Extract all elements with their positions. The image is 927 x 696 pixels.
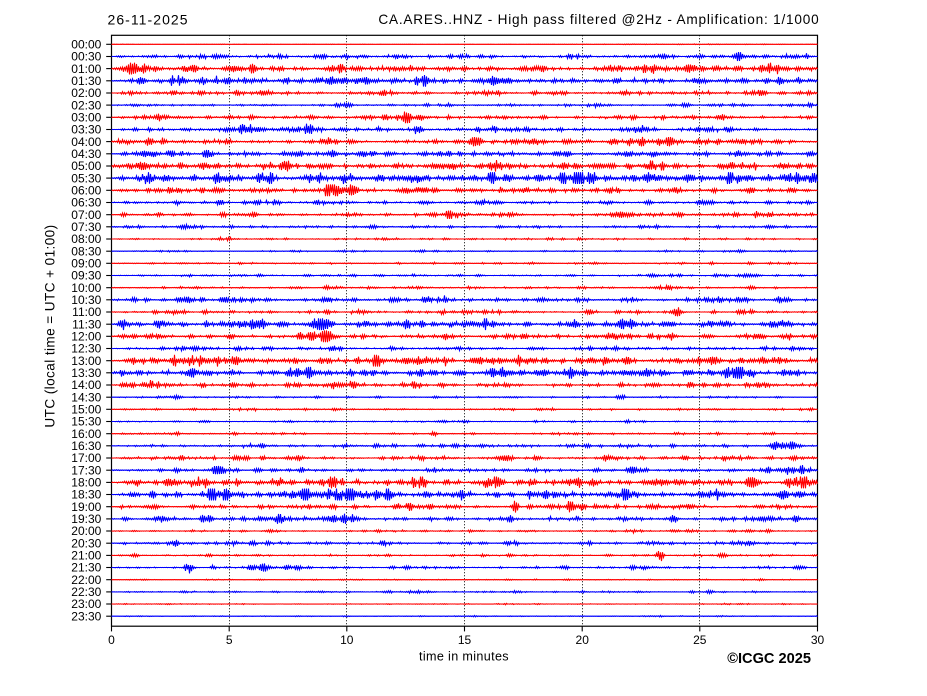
svg-text:15:30: 15:30 xyxy=(71,415,101,429)
svg-text:17:00: 17:00 xyxy=(71,451,101,465)
svg-text:11:00: 11:00 xyxy=(72,305,101,319)
svg-text:20: 20 xyxy=(576,633,590,647)
svg-text:time in minutes: time in minutes xyxy=(419,650,509,664)
svg-text:19:30: 19:30 xyxy=(71,512,101,526)
svg-text:18:00: 18:00 xyxy=(71,476,101,490)
svg-text:09:30: 09:30 xyxy=(71,269,101,283)
svg-text:13:00: 13:00 xyxy=(71,354,101,368)
svg-text:5: 5 xyxy=(226,633,233,647)
svg-text:21:00: 21:00 xyxy=(71,549,101,563)
svg-text:©ICGC 2025: ©ICGC 2025 xyxy=(727,651,811,667)
svg-text:01:30: 01:30 xyxy=(71,74,101,88)
svg-text:15: 15 xyxy=(458,633,472,647)
svg-text:06:30: 06:30 xyxy=(71,196,101,210)
svg-text:06:00: 06:00 xyxy=(71,184,101,198)
svg-text:07:30: 07:30 xyxy=(71,220,101,234)
svg-text:16:00: 16:00 xyxy=(71,427,101,441)
svg-text:07:00: 07:00 xyxy=(71,208,101,222)
svg-text:00:30: 00:30 xyxy=(71,50,101,64)
svg-text:04:00: 04:00 xyxy=(71,135,101,149)
svg-text:22:00: 22:00 xyxy=(71,573,101,587)
svg-text:12:30: 12:30 xyxy=(71,342,101,356)
svg-text:15:00: 15:00 xyxy=(71,403,101,417)
svg-text:UTC (local time = UTC + 01:00): UTC (local time = UTC + 01:00) xyxy=(43,224,58,427)
svg-text:22:30: 22:30 xyxy=(71,585,101,599)
svg-text:08:00: 08:00 xyxy=(71,232,101,246)
svg-text:25: 25 xyxy=(693,633,707,647)
svg-text:13:30: 13:30 xyxy=(71,366,101,380)
svg-text:14:00: 14:00 xyxy=(71,378,101,392)
svg-text:21:30: 21:30 xyxy=(71,561,101,575)
svg-text:01:00: 01:00 xyxy=(71,62,101,76)
svg-text:10:30: 10:30 xyxy=(71,293,101,307)
svg-text:20:30: 20:30 xyxy=(71,536,101,550)
svg-text:08:30: 08:30 xyxy=(71,244,101,258)
svg-text:10: 10 xyxy=(340,633,354,647)
svg-text:02:30: 02:30 xyxy=(71,98,101,112)
svg-text:14:30: 14:30 xyxy=(71,390,101,404)
svg-text:0: 0 xyxy=(108,633,115,647)
svg-text:20:00: 20:00 xyxy=(71,524,101,538)
svg-text:05:30: 05:30 xyxy=(71,171,101,185)
svg-text:CA.ARES..HNZ - High pass filte: CA.ARES..HNZ - High pass filtered @2Hz -… xyxy=(378,12,819,27)
svg-text:16:30: 16:30 xyxy=(71,439,101,453)
svg-text:05:00: 05:00 xyxy=(71,159,101,173)
svg-text:03:30: 03:30 xyxy=(71,123,101,137)
svg-text:00:00: 00:00 xyxy=(71,38,101,52)
svg-text:26-11-2025: 26-11-2025 xyxy=(108,11,189,27)
svg-text:04:30: 04:30 xyxy=(71,147,101,161)
svg-text:23:30: 23:30 xyxy=(71,609,101,623)
svg-text:18:30: 18:30 xyxy=(71,488,101,502)
svg-text:12:00: 12:00 xyxy=(71,330,101,344)
svg-text:30: 30 xyxy=(811,633,825,647)
svg-text:19:00: 19:00 xyxy=(71,500,101,514)
svg-text:09:00: 09:00 xyxy=(71,257,101,271)
svg-text:02:00: 02:00 xyxy=(71,86,101,100)
svg-text:23:00: 23:00 xyxy=(71,597,101,611)
svg-text:03:00: 03:00 xyxy=(71,111,101,125)
svg-text:10:00: 10:00 xyxy=(71,281,101,295)
svg-text:11:30: 11:30 xyxy=(72,317,101,331)
svg-text:17:30: 17:30 xyxy=(71,463,101,477)
